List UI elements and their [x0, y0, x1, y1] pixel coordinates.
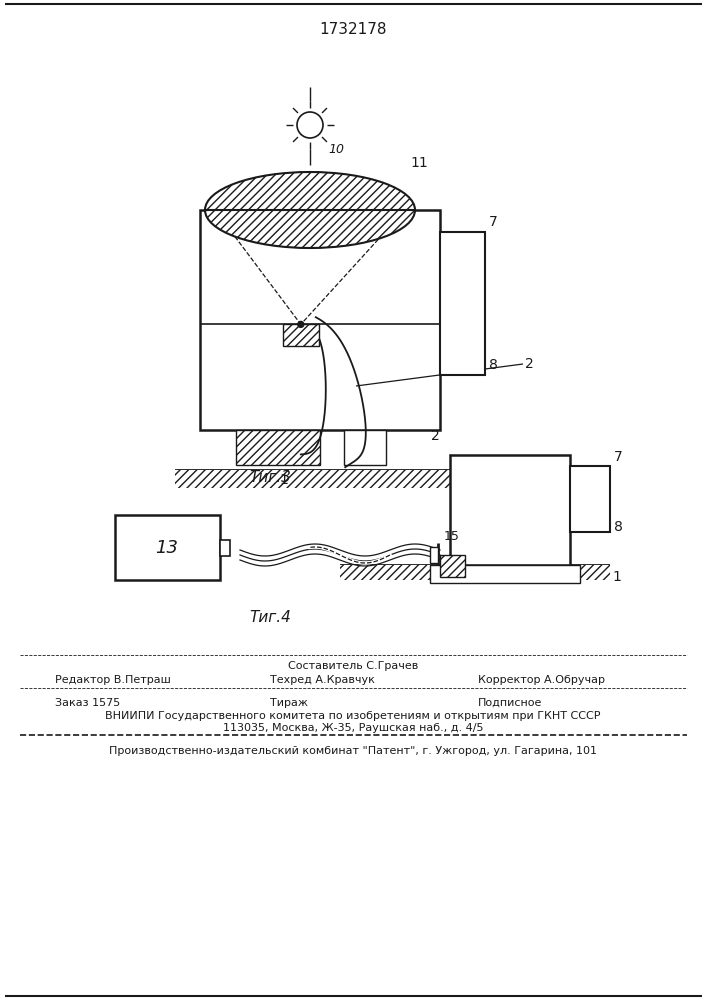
Text: Редактор В.Петраш: Редактор В.Петраш — [55, 675, 171, 685]
Bar — [115, 515, 220, 580]
Text: Τиг.3: Τиг.3 — [249, 470, 291, 485]
Text: 15: 15 — [444, 530, 460, 543]
Ellipse shape — [205, 172, 415, 248]
Text: Производственно-издательский комбинат "Патент", г. Ужгород, ул. Гагарина, 101: Производственно-издательский комбинат "П… — [109, 746, 597, 756]
Text: 10: 10 — [328, 143, 344, 156]
Bar — [200, 210, 440, 430]
Bar — [570, 466, 610, 532]
Text: 1: 1 — [612, 570, 621, 584]
Bar — [236, 430, 320, 465]
Bar — [283, 324, 319, 346]
Text: 1732178: 1732178 — [320, 22, 387, 37]
Text: Техред А.Кравчук: Техред А.Кравчук — [270, 675, 375, 685]
Text: Τиг.4: Τиг.4 — [249, 610, 291, 625]
Text: Корректор А.Обручар: Корректор А.Обручар — [478, 675, 605, 685]
Circle shape — [297, 112, 323, 138]
Bar — [175, 470, 550, 488]
Text: 7: 7 — [489, 215, 498, 229]
Text: 113035, Москва, Ж-35, Раушская наб., д. 4/5: 113035, Москва, Ж-35, Раушская наб., д. … — [223, 723, 484, 733]
Text: Подписное: Подписное — [478, 698, 542, 708]
Bar — [450, 455, 570, 565]
Text: Составитель С.Грачев: Составитель С.Грачев — [288, 661, 418, 671]
Text: 13: 13 — [156, 539, 178, 557]
Text: 1: 1 — [279, 473, 288, 487]
Text: но: но — [555, 476, 571, 488]
Bar — [430, 547, 438, 563]
Text: 11: 11 — [410, 156, 428, 170]
Bar — [220, 540, 230, 556]
Circle shape — [298, 321, 304, 327]
Text: 7: 7 — [614, 450, 623, 464]
Text: Заказ 1575: Заказ 1575 — [55, 698, 120, 708]
Text: 2: 2 — [525, 357, 534, 371]
Text: 8: 8 — [489, 358, 498, 372]
Text: 8: 8 — [614, 520, 623, 534]
Text: 2: 2 — [431, 429, 439, 443]
Text: Тираж: Тираж — [270, 698, 308, 708]
Bar — [440, 232, 485, 375]
Bar — [440, 555, 465, 577]
Text: ВНИИПИ Государственного комитета по изобретениям и открытиям при ГКНТ СССР: ВНИИПИ Государственного комитета по изоб… — [105, 711, 601, 721]
Bar — [344, 430, 386, 465]
Bar — [340, 565, 610, 580]
Bar — [430, 565, 580, 583]
